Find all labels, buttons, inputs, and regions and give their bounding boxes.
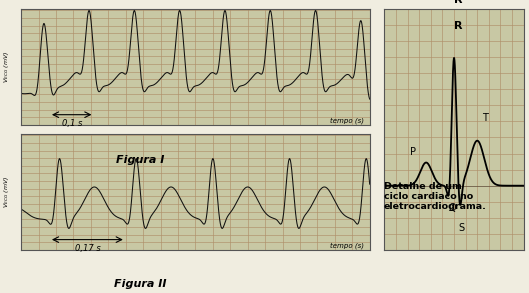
Text: Q: Q: [449, 203, 456, 213]
Text: Detalhe de um
ciclo cardiaco no
eletrocardiograma.: Detalhe de um ciclo cardiaco no eletroca…: [384, 182, 486, 212]
Text: 0,17 s: 0,17 s: [75, 244, 101, 253]
Text: T: T: [482, 113, 488, 123]
Text: R: R: [454, 21, 463, 31]
Y-axis label: $V_{ECG}$ (mV): $V_{ECG}$ (mV): [2, 176, 11, 208]
Text: Figura I: Figura I: [116, 155, 165, 165]
Text: Figura II: Figura II: [114, 279, 167, 289]
Text: R: R: [454, 0, 463, 5]
Text: S: S: [459, 223, 464, 233]
Text: tempo (s): tempo (s): [331, 242, 364, 249]
Y-axis label: $V_{ECG}$ (mV): $V_{ECG}$ (mV): [2, 51, 11, 83]
Text: P: P: [411, 147, 416, 157]
Text: tempo (s): tempo (s): [331, 117, 364, 124]
Text: 0,1 s: 0,1 s: [61, 119, 82, 128]
